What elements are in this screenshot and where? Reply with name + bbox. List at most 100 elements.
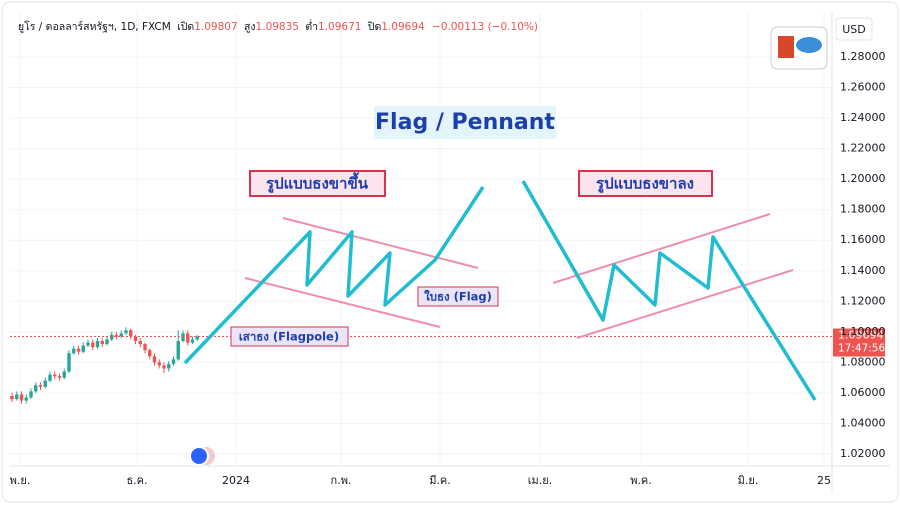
y-tick-label: 1.28000 [840, 50, 886, 63]
candle-body [119, 333, 123, 337]
candle-body [91, 342, 95, 348]
drawings [183, 180, 817, 401]
bull-box [249, 170, 386, 197]
y-tick-label: 1.24000 [840, 111, 886, 124]
y-tick-label: 1.26000 [840, 81, 886, 94]
candle-body [53, 374, 57, 377]
candle-body [124, 330, 128, 334]
flag-box [417, 286, 499, 307]
high: 1.09835 [256, 21, 299, 33]
candle-body [43, 380, 47, 387]
low: 1.09671 [318, 21, 361, 33]
candle-body [67, 353, 71, 372]
candle-body [162, 365, 166, 369]
y-tick-label: 1.12000 [840, 294, 886, 307]
y-tick-label: 1.14000 [840, 264, 886, 277]
candle-body [152, 356, 157, 363]
x-tick-label: 25 [817, 474, 831, 487]
candle-body [176, 341, 180, 360]
candle-body [34, 385, 38, 392]
open-label: เปิด [177, 21, 194, 33]
candle-body [186, 333, 190, 343]
candle-body [148, 350, 152, 357]
candle-body [100, 341, 104, 345]
candle-body [157, 362, 161, 366]
candle-body [29, 391, 33, 398]
close: 1.09694 [381, 21, 425, 33]
bear-label: รูปแบบธงขาลง [596, 175, 694, 194]
high-label: สูง [244, 21, 256, 33]
candle-body [15, 394, 19, 400]
y-tick-label: 1.22000 [840, 142, 886, 155]
flag-upper [282, 217, 479, 269]
x-tick-label: 2024 [222, 474, 250, 487]
title: Flag / Pennant [375, 110, 555, 135]
candle-body [81, 345, 85, 352]
candle-body [133, 336, 138, 342]
candle-body [171, 359, 176, 364]
currency-button[interactable] [835, 17, 873, 41]
candle-body [24, 397, 28, 401]
events-icon[interactable] [189, 446, 215, 466]
candle-body [129, 330, 133, 337]
candle-body [86, 342, 90, 346]
x-tick-label: ก.พ. [331, 474, 352, 487]
candle-body [195, 336, 199, 340]
candles [10, 327, 199, 404]
grid [10, 12, 832, 466]
bull-label: รูปแบบธงขาขึ้น [266, 172, 369, 194]
x-tick-label: พ.ค. [630, 474, 652, 487]
event-front [189, 446, 209, 466]
change: −0.00113 (−0.10%) [432, 21, 538, 33]
candle-body [114, 334, 119, 337]
symbol-header: ยูโร / ดอลลาร์สหรัฐฯ, 1D, FXCM เปิด1.098… [18, 19, 538, 33]
last-price: 1.09694 [838, 329, 884, 342]
y-tick-label: 1.18000 [840, 203, 886, 216]
candle-body [76, 348, 81, 352]
candle-body [57, 376, 62, 378]
candle-body [10, 395, 14, 400]
bear-zigzag [521, 180, 817, 401]
x-tick-label: ธ.ค. [126, 474, 147, 487]
candle-body [190, 339, 195, 343]
x-tick-label: พ.ย. [10, 474, 31, 487]
candle-body [95, 341, 100, 348]
candle-body [110, 334, 114, 340]
y-tick-label: 1.20000 [840, 172, 886, 185]
logo [770, 26, 828, 70]
candle-body [48, 374, 52, 381]
flag-lower [244, 277, 441, 328]
y-tick-label: 1.06000 [840, 386, 886, 399]
open: 1.09807 [194, 21, 237, 33]
flagpole-label: เสาธง (Flagpole) [239, 330, 339, 344]
logo-bear [796, 37, 822, 53]
bear-flag-upper [552, 213, 771, 284]
y-tick-label: 1.08000 [840, 355, 886, 368]
close-label: ปิด [367, 21, 381, 33]
candle-body [167, 363, 171, 369]
y-tick-label: 1.02000 [840, 447, 886, 460]
x-tick-label: มิ.ย. [738, 474, 759, 487]
flag-label: ใบธง (Flag) [424, 290, 492, 304]
x-tick-label: มี.ค. [429, 474, 451, 487]
bull-zigzag [183, 186, 485, 365]
candle-body [72, 348, 76, 354]
candle-body [19, 394, 24, 401]
currency: USD [842, 23, 866, 36]
symbol: ยูโร / ดอลลาร์สหรัฐฯ, 1D, FXCM [18, 20, 171, 33]
candle-body [138, 341, 142, 345]
y-tick-label: 1.10000 [840, 325, 886, 338]
candle-body [38, 385, 43, 387]
low-label: ต่ำ [305, 19, 318, 33]
last-time: 17:47:56 [838, 343, 885, 355]
candle-body [181, 333, 185, 342]
y-tick-label: 1.04000 [840, 416, 886, 429]
last-price-bg [833, 328, 885, 357]
candle-body [105, 339, 109, 345]
bear-flag-lower [576, 269, 794, 339]
bear-box [578, 170, 713, 197]
x-tick-label: เม.ย. [528, 474, 552, 487]
